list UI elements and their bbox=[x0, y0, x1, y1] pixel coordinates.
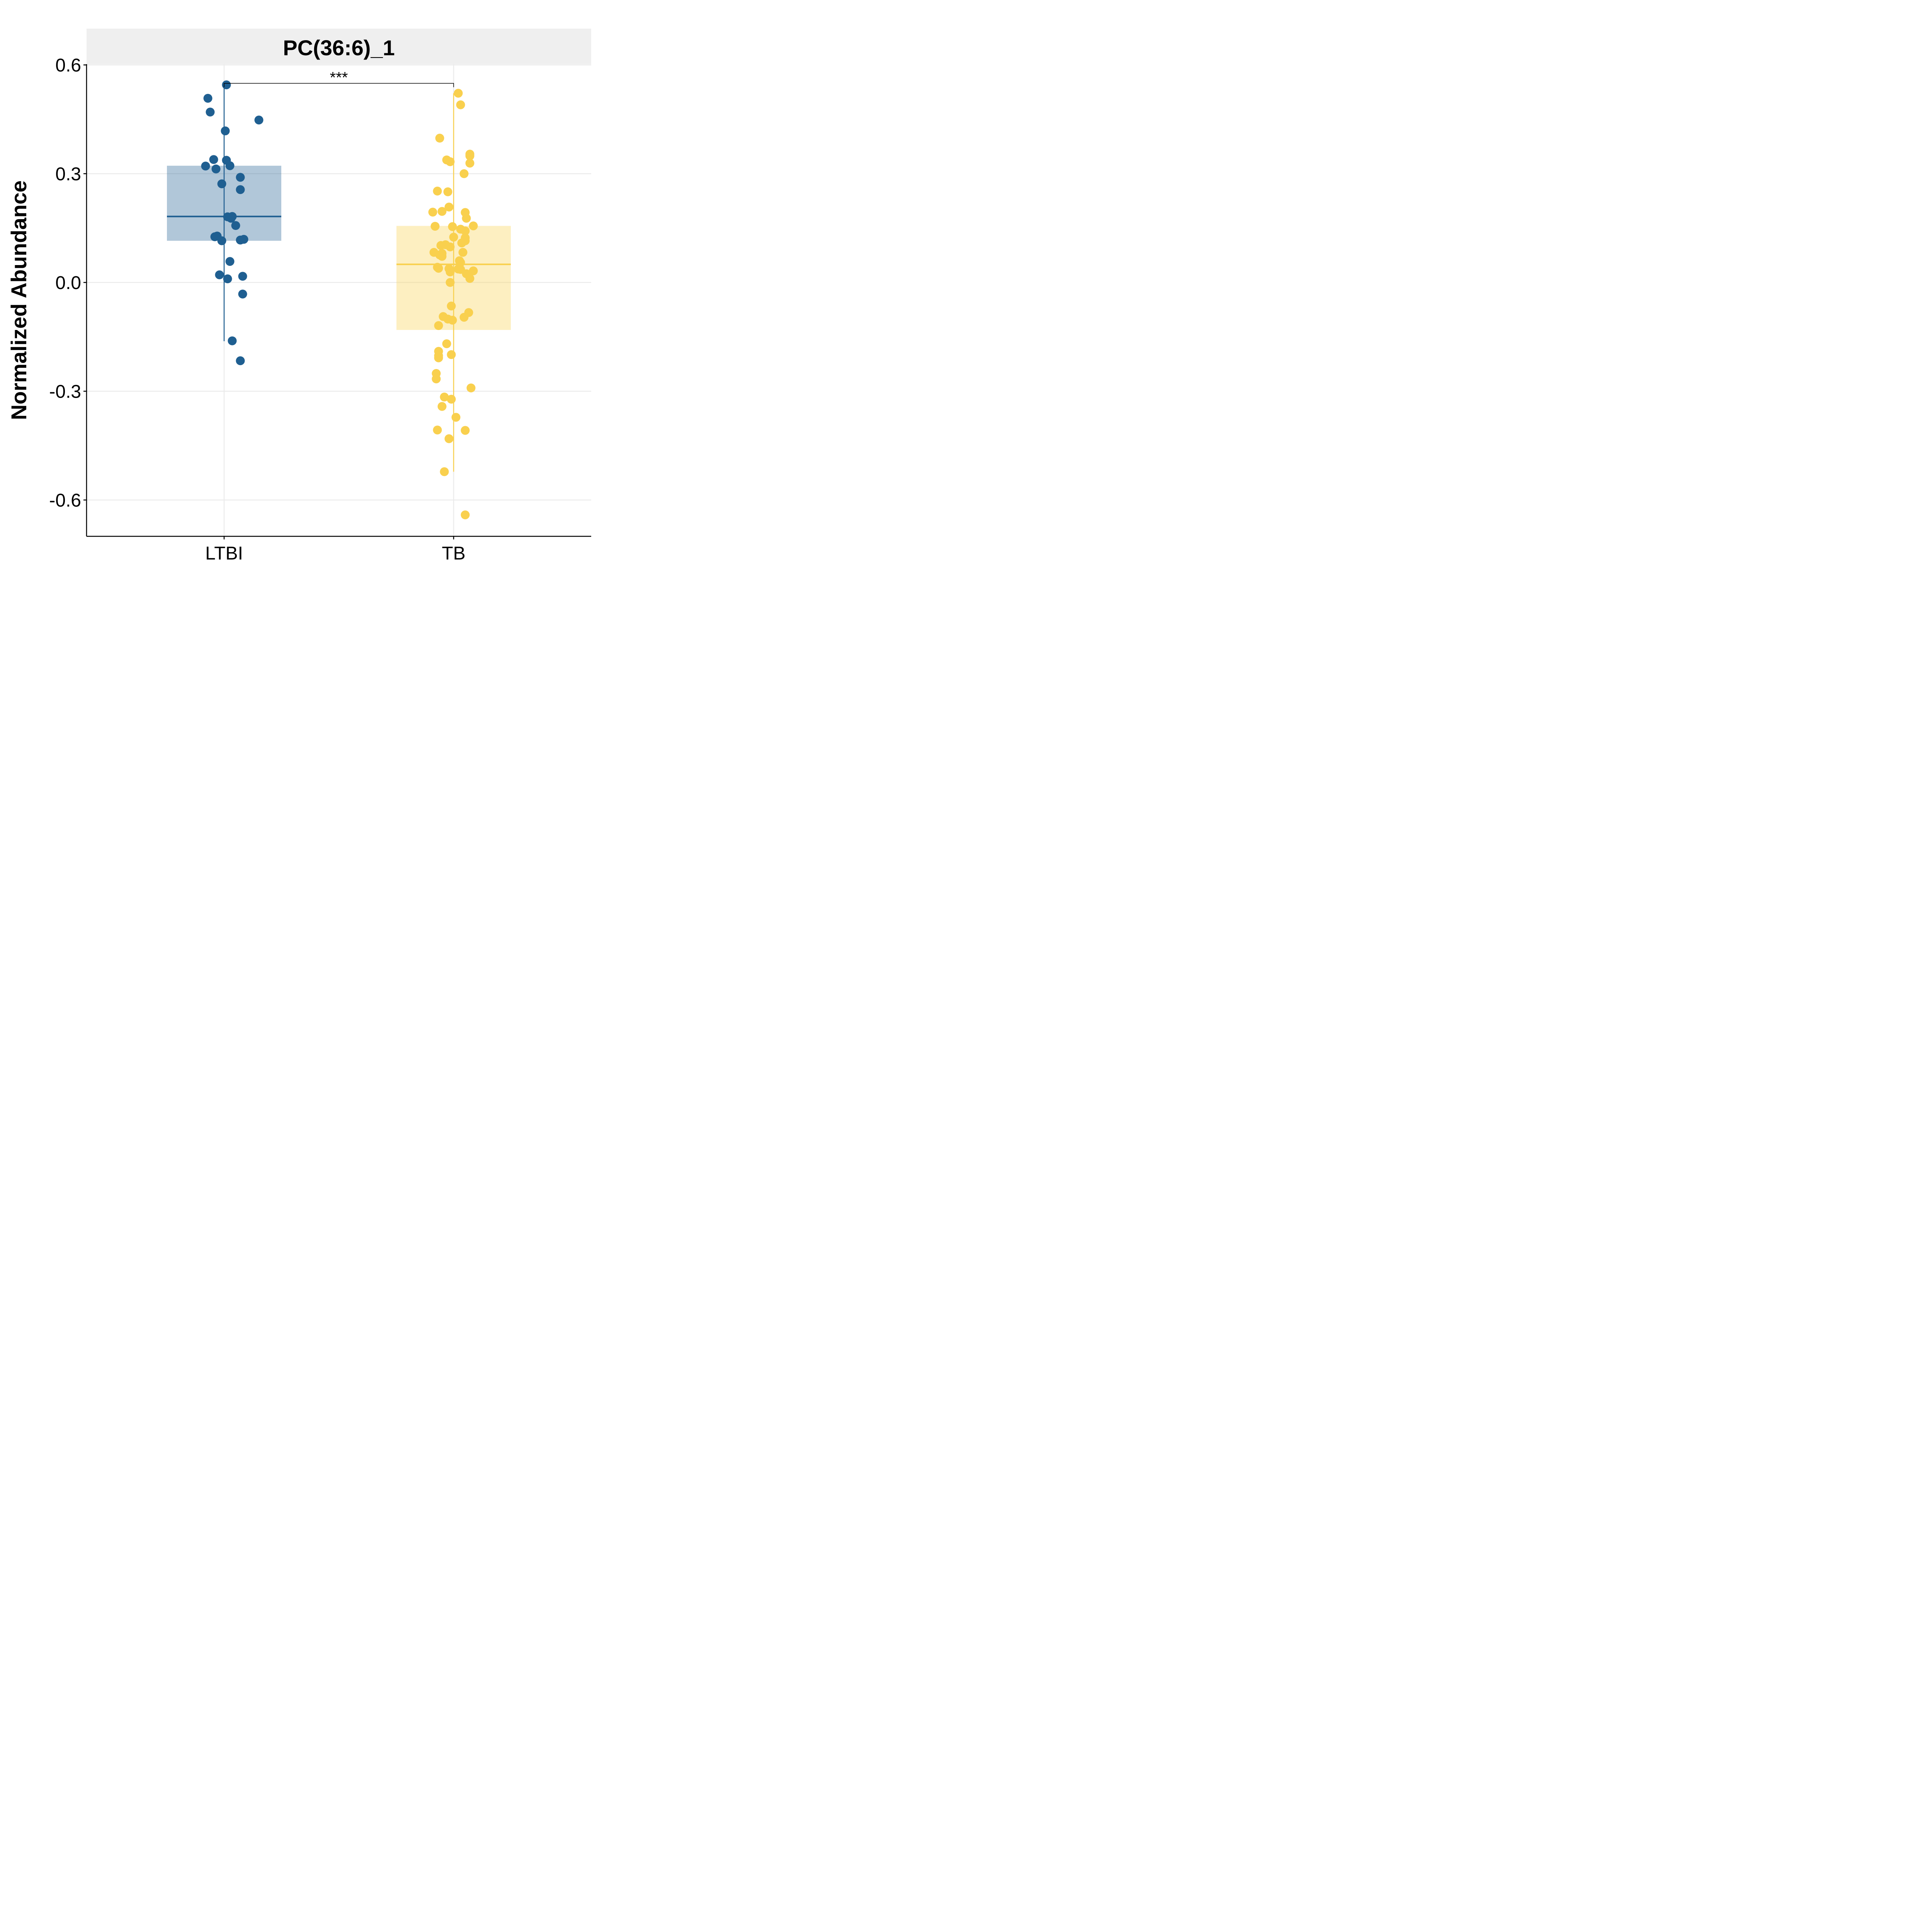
data-point-ltbi bbox=[239, 235, 248, 244]
data-point-ltbi bbox=[236, 173, 245, 182]
data-point-ltbi bbox=[254, 116, 264, 125]
data-point-tb bbox=[440, 467, 449, 476]
facet-title: PC(36:6)_1 bbox=[283, 36, 395, 60]
significance-label: *** bbox=[330, 69, 348, 86]
data-point-tb bbox=[448, 222, 457, 231]
y-tick-label: 0.0 bbox=[55, 273, 81, 293]
data-point-ltbi bbox=[225, 161, 235, 170]
data-point-ltbi bbox=[215, 270, 224, 279]
boxplots bbox=[167, 85, 511, 472]
data-point-tb bbox=[440, 393, 449, 402]
data-point-tb bbox=[434, 264, 443, 273]
data-point-tb bbox=[446, 267, 455, 277]
data-point-ltbi bbox=[231, 221, 240, 230]
significance-bracket-line bbox=[224, 83, 454, 87]
data-point-tb bbox=[437, 207, 447, 216]
y-tick-label: 0.6 bbox=[55, 55, 81, 76]
data-point-ltbi bbox=[236, 356, 245, 366]
data-point-tb bbox=[433, 425, 442, 435]
data-point-tb bbox=[462, 214, 471, 223]
data-point-tb bbox=[459, 169, 469, 179]
data-point-tb bbox=[449, 233, 458, 242]
data-point-tb bbox=[469, 266, 478, 276]
data-point-tb bbox=[444, 434, 454, 443]
data-point-tb bbox=[454, 88, 463, 98]
data-point-tb bbox=[437, 252, 447, 261]
data-point-ltbi bbox=[206, 107, 215, 117]
data-point-ltbi bbox=[210, 232, 219, 242]
data-point-ltbi bbox=[211, 164, 221, 173]
data-point-tb bbox=[465, 274, 474, 283]
data-point-ltbi bbox=[222, 80, 231, 90]
data-point-tb bbox=[432, 374, 441, 384]
y-tick-label: -0.6 bbox=[49, 490, 81, 511]
data-point-tb bbox=[443, 187, 452, 196]
data-points bbox=[201, 80, 478, 519]
data-point-tb bbox=[469, 221, 478, 231]
data-point-tb bbox=[466, 383, 476, 393]
data-point-tb bbox=[447, 350, 456, 359]
data-point-ltbi bbox=[221, 126, 230, 136]
data-point-ltbi bbox=[217, 179, 226, 189]
data-point-ltbi bbox=[223, 274, 232, 284]
data-point-tb bbox=[461, 226, 470, 236]
data-point-tb bbox=[446, 278, 455, 287]
data-point-tb bbox=[451, 413, 461, 422]
data-point-ltbi bbox=[225, 257, 235, 266]
box-tb bbox=[396, 226, 511, 330]
data-point-tb bbox=[457, 238, 466, 248]
data-point-tb bbox=[465, 151, 474, 161]
data-point-ltbi bbox=[228, 336, 237, 345]
data-point-tb bbox=[434, 321, 443, 330]
data-point-tb bbox=[446, 157, 455, 167]
box-ltbi bbox=[167, 165, 281, 241]
data-point-ltbi bbox=[203, 94, 213, 103]
data-point-tb bbox=[461, 510, 470, 519]
data-point-tb bbox=[446, 242, 455, 252]
data-point-tb bbox=[435, 134, 444, 143]
data-point-ltbi bbox=[236, 185, 245, 194]
data-point-tb bbox=[461, 426, 470, 435]
data-point-tb bbox=[434, 353, 443, 362]
y-tick-label: 0.3 bbox=[55, 164, 81, 185]
data-point-tb bbox=[433, 187, 442, 196]
data-point-tb bbox=[447, 395, 456, 404]
data-point-tb bbox=[428, 207, 437, 217]
data-point-tb bbox=[437, 402, 447, 411]
data-point-ltbi bbox=[238, 272, 247, 281]
y-axis-title: Normalized Abundance bbox=[7, 180, 31, 420]
x-tick-label: TB bbox=[442, 543, 465, 564]
data-point-ltbi bbox=[226, 214, 236, 223]
axes: 0.6 0.3 0.0 -0.3 -0.6 LTBI TB bbox=[49, 55, 591, 564]
data-point-tb bbox=[458, 248, 468, 257]
plot-background bbox=[0, 0, 597, 597]
y-tick-label: -0.3 bbox=[49, 381, 81, 402]
x-tick-label: LTBI bbox=[205, 543, 243, 564]
significance-bracket: *** bbox=[224, 69, 454, 87]
data-point-ltbi bbox=[209, 155, 218, 164]
facet-strip bbox=[87, 29, 591, 64]
data-point-tb bbox=[444, 202, 454, 212]
data-point-ltbi bbox=[217, 236, 226, 245]
data-point-tb bbox=[456, 100, 465, 109]
data-point-ltbi bbox=[201, 162, 210, 171]
data-point-tb bbox=[442, 339, 451, 349]
data-point-tb bbox=[448, 316, 457, 325]
data-point-tb bbox=[459, 313, 469, 322]
data-point-tb bbox=[447, 301, 456, 311]
data-point-tb bbox=[465, 158, 474, 168]
data-point-tb bbox=[430, 222, 440, 231]
data-point-ltbi bbox=[238, 289, 247, 299]
chart-canvas: PC(36:6)_1 Normalized Abundance *** 0.60… bbox=[0, 0, 597, 597]
